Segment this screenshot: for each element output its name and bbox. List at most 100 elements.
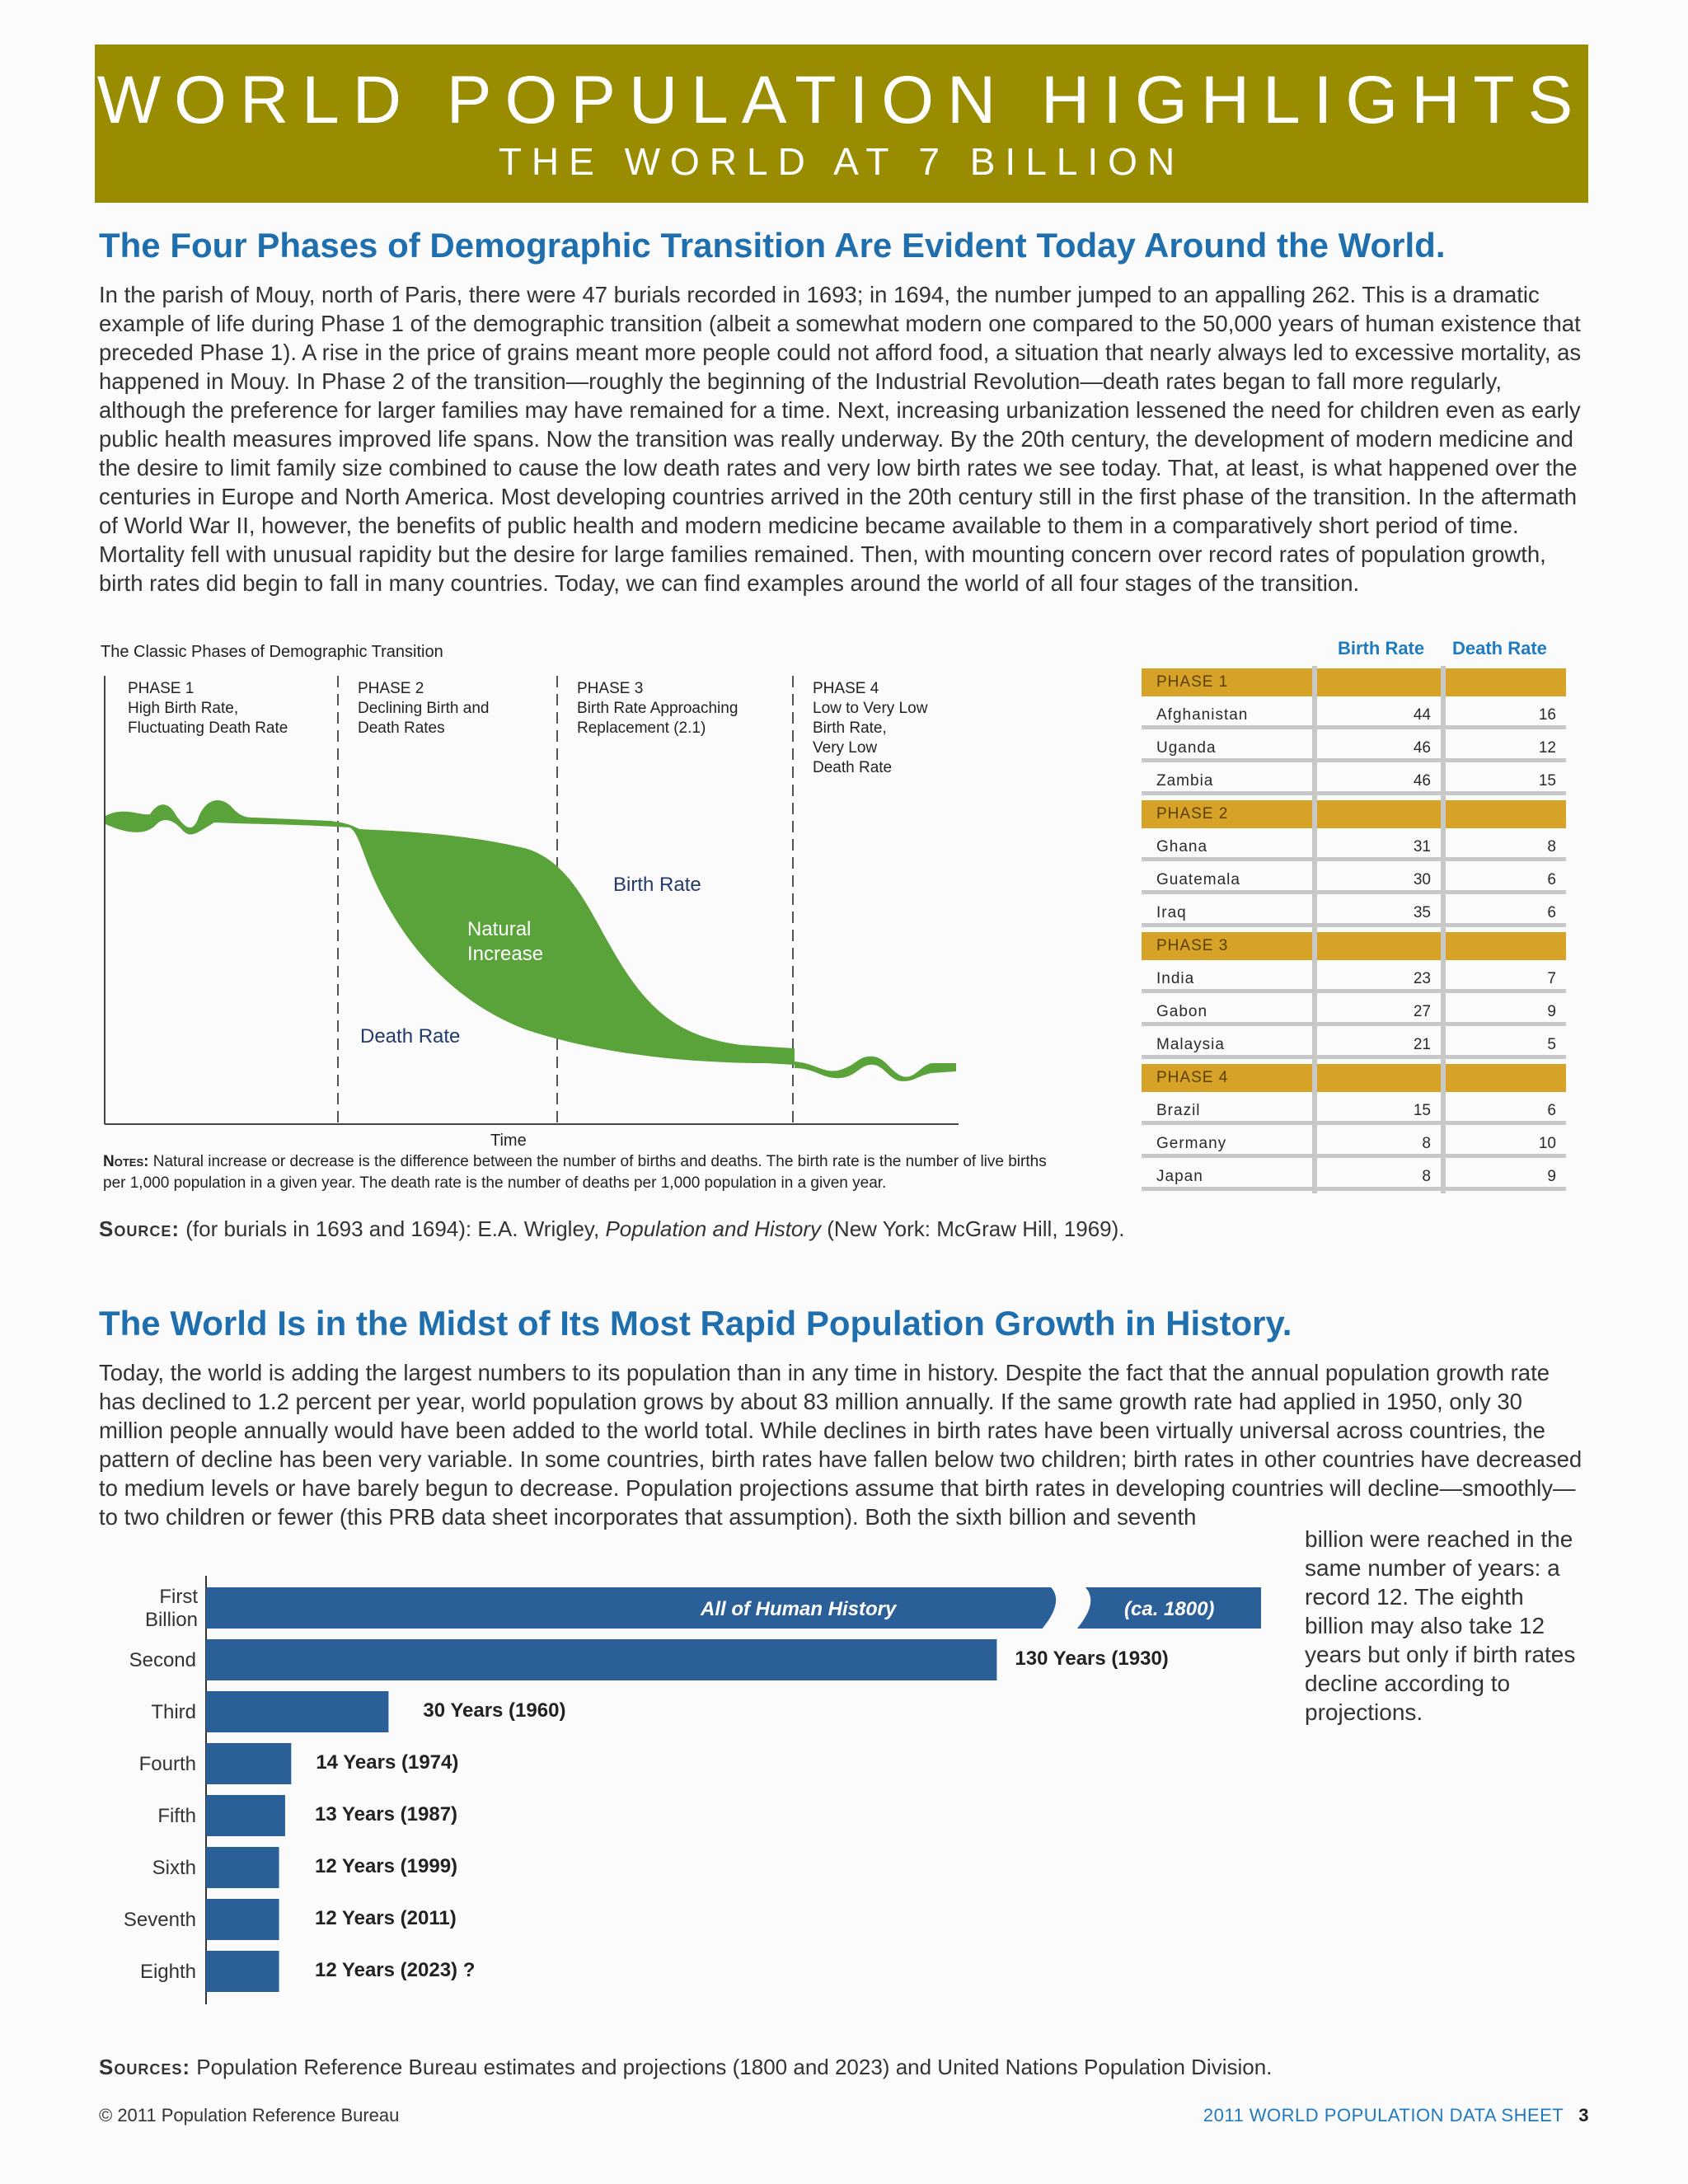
table-row: Uganda 46 12	[1142, 732, 1566, 765]
bar-category-label: Eighth	[139, 1961, 196, 1983]
title-banner: WORLD POPULATION HIGHLIGHTS THE WORLD AT…	[95, 45, 1588, 203]
column-divider	[1312, 1094, 1317, 1127]
section2-side-text: billion were reached in the same number …	[1305, 1526, 1576, 1725]
bar-label-date: (ca. 1800)	[1124, 1598, 1214, 1620]
table-row: India 23 7	[1142, 963, 1566, 996]
country-name: Iraq	[1142, 899, 1312, 927]
birth-rate-header: Birth Rate	[1338, 638, 1425, 658]
banner-title: WORLD POPULATION HIGHLIGHTS	[96, 63, 1587, 138]
natural-increase-label-1: Natural	[467, 918, 531, 940]
natural-increase-label-2: Increase	[467, 943, 543, 965]
bar-value-label: 13 Years (1987)	[315, 1803, 458, 1825]
table-row: Ghana 31 8	[1142, 831, 1566, 864]
phase-description-line: Very Low	[813, 739, 878, 757]
bar-value-label: 12 Years (2023) ?	[315, 1959, 476, 1981]
column-divider	[1441, 1029, 1446, 1062]
phase-description-line: Low to Very Low	[813, 700, 928, 717]
column-divider	[1312, 996, 1317, 1029]
death-rate-cell: 12	[1446, 734, 1566, 762]
country-name: Brazil	[1142, 1097, 1312, 1125]
death-rate-cell: 15	[1446, 767, 1566, 795]
death-rate-cell	[1446, 932, 1566, 960]
table-phase-row: PHASE 3	[1142, 930, 1566, 963]
column-divider	[1441, 699, 1446, 732]
column-divider	[1441, 831, 1446, 864]
sources-label: Sources:	[99, 2055, 191, 2079]
phase-description-line: Death Rate	[813, 759, 893, 776]
section1-paragraph: In the parish of Mouy, north of Paris, t…	[99, 282, 1582, 596]
rates-table: PHASE 1 Afghanistan 44 16 Uganda 46 12 Zambia 46…	[1142, 666, 1566, 1193]
country-name: Guatemala	[1142, 866, 1312, 894]
phase-label-2: PHASE 2 Declining Birth and Death Rates	[358, 679, 489, 738]
death-rate-cell: 16	[1446, 701, 1566, 729]
birth-rate-cell: 27	[1317, 998, 1441, 1026]
birth-rate-cell: 21	[1317, 1031, 1441, 1059]
column-divider	[1441, 732, 1446, 765]
death-rate-cell: 10	[1446, 1130, 1566, 1158]
phase-name: PHASE 1	[128, 680, 195, 697]
column-divider	[1312, 1062, 1317, 1094]
bar-value-label: 12 Years (2011)	[315, 1907, 457, 1929]
birth-rate-cell	[1317, 932, 1441, 960]
column-divider	[1312, 930, 1317, 963]
phase-description-line: Replacement (2.1)	[577, 719, 706, 737]
country-name: Zambia	[1142, 767, 1312, 795]
column-divider	[1312, 798, 1317, 831]
table-row: Brazil 15 6	[1142, 1094, 1566, 1127]
data-sheet-label: 2011 WORLD POPULATION DATA SHEET	[1203, 2105, 1564, 2125]
source-line-2: Sources: Population Reference Bureau est…	[99, 2055, 1272, 2080]
bar-category-label: First Billion	[144, 1586, 198, 1631]
bar	[206, 1899, 279, 1940]
column-divider	[1441, 963, 1446, 996]
phase-description-line: Death Rates	[358, 719, 445, 737]
bar-category-label: Second	[129, 1649, 196, 1671]
notes-text: Natural increase or decrease is the diff…	[103, 1153, 1047, 1192]
bar	[206, 1639, 997, 1680]
column-divider	[1441, 930, 1446, 963]
phase-description-line: Birth Rate,	[813, 719, 887, 737]
phase-heading: PHASE 2	[1142, 800, 1312, 828]
column-divider	[1441, 1127, 1446, 1160]
bar-category-label: Sixth	[152, 1857, 196, 1879]
table-row: Iraq 35 6	[1142, 897, 1566, 930]
table-row: Afghanistan 44 16	[1142, 699, 1566, 732]
phase-label-4: PHASE 4 Low to Very Low Birth Rate, Very Lo…	[813, 679, 927, 778]
column-divider	[1441, 798, 1446, 831]
bar-value-label: 130 Years (1930)	[1015, 1647, 1169, 1670]
bar-label-inside: All of Human History	[700, 1598, 898, 1620]
birth-rate-cell: 35	[1317, 899, 1441, 927]
bar	[206, 1743, 292, 1784]
country-name: Uganda	[1142, 734, 1312, 762]
phase-description-line: Birth Rate Approaching	[577, 700, 738, 717]
phase-name: PHASE 4	[813, 680, 879, 697]
death-rate-cell: 5	[1446, 1031, 1566, 1059]
source-book-title: Population and History	[605, 1216, 822, 1241]
natural-increase-area	[106, 800, 795, 1065]
column-divider	[1312, 864, 1317, 897]
column-divider	[1441, 1062, 1446, 1094]
death-rate-cell: 6	[1446, 866, 1566, 894]
table-phase-row: PHASE 2	[1142, 798, 1566, 831]
column-divider	[1312, 699, 1317, 732]
country-name: Germany	[1142, 1130, 1312, 1158]
birth-rate-cell: 46	[1317, 734, 1441, 762]
birth-rate-cell: 44	[1317, 701, 1441, 729]
table-row: Germany 8 10	[1142, 1127, 1566, 1160]
birth-rate-cell: 15	[1317, 1097, 1441, 1125]
sources-text: Population Reference Bureau estimates an…	[196, 2055, 1273, 2079]
death-rate-header: Death Rate	[1452, 638, 1547, 658]
bar	[206, 1847, 279, 1888]
transition-chart: Birth Rate Natural Increase Death Rate T…	[104, 676, 959, 1150]
phase4-fluctuation	[795, 1056, 956, 1081]
billions-bar-chart: All of Human History (ca. 1800)	[205, 1576, 1261, 2004]
birth-rate-cell: 23	[1317, 965, 1441, 993]
section2-paragraph: Today, the world is adding the largest n…	[99, 1360, 1582, 1530]
country-name: Ghana	[1142, 833, 1312, 861]
death-rate-cell: 9	[1446, 998, 1566, 1026]
birth-rate-cell: 8	[1317, 1163, 1441, 1191]
phase-heading: PHASE 4	[1142, 1064, 1312, 1092]
birth-rate-cell	[1317, 800, 1441, 828]
axis-break-mark	[1037, 1581, 1091, 1635]
bar	[206, 1691, 389, 1732]
table-row: Gabon 27 9	[1142, 996, 1566, 1029]
